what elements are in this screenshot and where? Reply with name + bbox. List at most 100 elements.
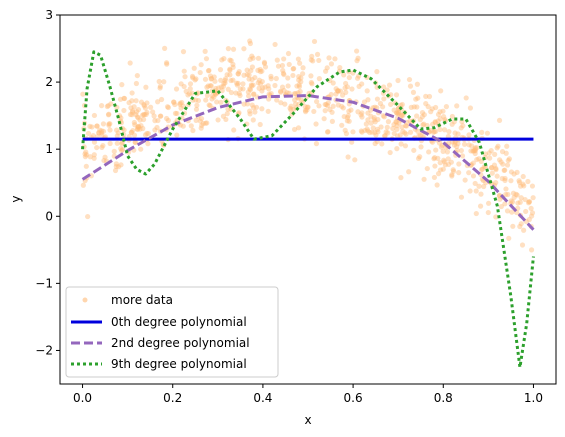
scatter-point <box>343 80 349 87</box>
scatter-point <box>340 105 346 111</box>
scatter-point <box>288 107 294 113</box>
scatter-point <box>398 113 404 119</box>
scatter-point <box>330 80 336 86</box>
scatter-point <box>253 104 260 110</box>
scatter-point <box>202 76 209 82</box>
scatter-point <box>473 210 479 217</box>
scatter-point <box>415 128 421 134</box>
scatter-point <box>421 176 427 182</box>
scatter-point <box>228 58 234 64</box>
scatter-point <box>503 191 509 198</box>
scatter-point <box>121 127 127 133</box>
scatter-point <box>94 144 100 151</box>
scatter-point <box>207 73 214 79</box>
y-tick-label: −1 <box>35 276 53 290</box>
plot-frame <box>59 14 557 385</box>
scatter-point <box>188 123 194 129</box>
scatter-point <box>217 67 224 73</box>
scatter-point <box>333 91 339 97</box>
scatter-point <box>375 129 381 135</box>
scatter-point <box>472 145 478 151</box>
scatter-point <box>449 121 455 127</box>
scatter-point <box>190 127 196 134</box>
scatter-point <box>141 112 148 118</box>
scatter-point <box>432 119 438 125</box>
scatter-point <box>344 84 350 90</box>
x-tick-label: 0.6 <box>344 391 363 405</box>
scatter-point <box>266 91 272 97</box>
scatter-point <box>261 60 268 67</box>
scatter-point <box>223 76 229 82</box>
scatter-point <box>99 103 105 109</box>
scatter-point <box>385 130 391 136</box>
scatter-point <box>429 106 435 112</box>
scatter-point <box>304 107 310 113</box>
scatter-point <box>248 68 254 74</box>
scatter-point <box>195 97 202 104</box>
scatter-point <box>528 205 534 212</box>
scatter-point <box>408 104 414 110</box>
scatter-point <box>259 88 265 94</box>
scatter-point <box>508 169 515 175</box>
scatter-point <box>252 109 258 115</box>
scatter-point <box>355 55 361 61</box>
scatter-point <box>495 143 501 149</box>
scatter-point <box>395 111 401 117</box>
scatter-point <box>499 149 506 155</box>
scatter-point <box>121 107 127 114</box>
scatter-point <box>279 62 286 69</box>
scatter-point <box>265 83 271 89</box>
scatter-point <box>398 102 404 108</box>
scatter-point <box>393 92 400 98</box>
scatter-point <box>365 117 371 123</box>
scatter-point <box>374 69 380 75</box>
scatter-point <box>241 72 247 78</box>
scatter-point <box>458 194 465 200</box>
scatter-point <box>432 155 438 161</box>
scatter-point <box>313 141 320 147</box>
scatter-point <box>265 108 271 114</box>
scatter-point <box>504 143 510 149</box>
scatter-point <box>529 183 536 189</box>
scatter-point <box>316 103 322 109</box>
scatter-point <box>431 129 438 135</box>
scatter-point <box>193 76 199 82</box>
scatter-point <box>419 114 425 120</box>
scatter-point <box>304 104 310 110</box>
scatter-point <box>121 95 127 101</box>
scatter-point <box>444 149 450 155</box>
scatter-point <box>138 99 145 105</box>
scatter-point <box>171 99 177 105</box>
scatter-point <box>235 71 241 77</box>
scatter-point <box>454 103 460 109</box>
scatter-point <box>521 183 527 189</box>
scatter-point <box>356 83 362 90</box>
scatter-point <box>224 72 230 78</box>
scatter-point <box>212 78 218 84</box>
scatter-point <box>287 105 293 111</box>
scatter-point <box>355 109 361 115</box>
scatter-point <box>115 130 121 136</box>
scatter-point <box>133 80 140 87</box>
scatter-point <box>249 53 255 59</box>
scatter-point <box>225 86 231 92</box>
scatter-point <box>246 72 252 78</box>
scatter-point <box>426 149 432 155</box>
scatter-point <box>135 115 141 121</box>
scatter-point <box>445 156 451 162</box>
scatter-point <box>414 113 420 119</box>
scatter-point <box>128 129 134 135</box>
scatter-point <box>295 56 301 62</box>
scatter-point <box>470 160 476 166</box>
scatter-point <box>130 127 136 134</box>
scatter-point <box>212 91 219 97</box>
scatter-point <box>514 169 520 175</box>
scatter-point <box>520 173 526 180</box>
scatter-point <box>236 68 242 75</box>
scatter-point <box>138 123 144 129</box>
scatter-point <box>523 208 529 215</box>
scatter-point <box>224 111 230 117</box>
scatter-point <box>370 125 376 131</box>
scatter-point <box>131 132 138 138</box>
x-tick-label: 0.8 <box>434 391 453 405</box>
